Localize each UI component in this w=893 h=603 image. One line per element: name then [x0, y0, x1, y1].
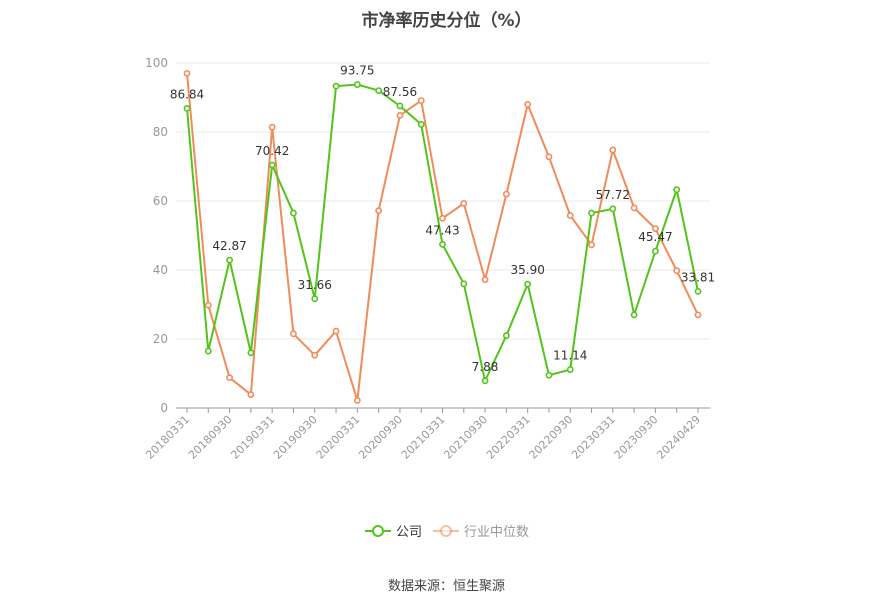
data-point [481, 276, 489, 284]
data-point [545, 153, 553, 161]
data-point [694, 287, 702, 295]
data-label: 86.84 [170, 87, 204, 101]
y-tick-label: 20 [153, 332, 168, 346]
data-point [247, 349, 255, 357]
x-tick-label: 20180930 [186, 413, 235, 462]
data-point [226, 374, 233, 382]
data-label: 47.43 [425, 223, 459, 237]
data-point [311, 295, 319, 303]
data-point [268, 123, 276, 131]
data-point [609, 205, 617, 213]
legend-marker [440, 525, 452, 537]
legend: 公司 行业中位数 [365, 525, 529, 540]
data-point [204, 301, 212, 309]
data-label: 57.72 [596, 188, 630, 202]
data-label: 42.87 [212, 239, 246, 253]
y-axis-ticks: 0 20 40 60 80 100 [145, 56, 168, 415]
data-point [353, 81, 361, 88]
data-point [439, 214, 446, 222]
data-point [524, 280, 532, 288]
x-tick-label: 20240429 [654, 413, 703, 462]
data-point [460, 200, 468, 207]
x-axis: 2018033120180930201903312019093020200331… [143, 407, 710, 462]
data-point [630, 204, 638, 212]
data-point [290, 209, 297, 217]
data-point [332, 327, 340, 335]
data-labels: 86.84 42.87 70.42 31.66 93.75 87.56 47.43 7.88 3… [170, 64, 715, 374]
x-tick-label: 20180331 [143, 413, 192, 462]
data-point [417, 97, 425, 105]
data-point [439, 240, 446, 248]
x-tick-label: 20220331 [484, 413, 533, 462]
legend-label: 公司 [396, 525, 422, 540]
data-label: 31.66 [298, 278, 332, 292]
data-point [588, 209, 595, 217]
data-point [545, 371, 553, 379]
data-point [332, 82, 340, 90]
data-point [396, 102, 404, 110]
data-point [673, 186, 681, 194]
data-point [524, 101, 532, 108]
data-point [588, 241, 595, 249]
data-point [183, 105, 191, 112]
x-tick-label: 20190930 [271, 413, 320, 462]
data-label: 33.81 [681, 270, 715, 284]
data-label: 87.56 [383, 85, 417, 99]
y-tick-label: 0 [160, 401, 168, 415]
data-point [417, 121, 425, 128]
y-tick-label: 80 [153, 125, 168, 139]
data-label: 45.47 [638, 230, 672, 244]
data-label: 11.14 [553, 349, 587, 363]
data-point [290, 330, 297, 338]
grid-lines [176, 62, 710, 340]
data-point [396, 112, 404, 119]
x-tick-label: 20200331 [314, 413, 363, 462]
data-point [226, 256, 233, 264]
x-tick-label: 20210930 [441, 413, 490, 462]
data-point [460, 280, 468, 288]
data-label: 93.75 [340, 64, 374, 78]
series-points [183, 69, 702, 404]
data-point [652, 247, 659, 255]
x-tick-label: 20230930 [612, 413, 661, 462]
data-point [375, 87, 383, 94]
data-point [502, 332, 510, 339]
data-point [673, 267, 681, 275]
data-point [566, 212, 574, 219]
data-label: 7.88 [472, 360, 499, 374]
data-point [502, 190, 510, 198]
data-point [311, 351, 319, 359]
data-point [694, 311, 702, 319]
x-tick-label: 20220930 [527, 413, 576, 462]
x-tick-label: 20210331 [399, 413, 448, 462]
data-point [247, 391, 255, 398]
data-point [353, 397, 361, 404]
x-tick-label: 20190331 [228, 413, 277, 462]
data-point [630, 311, 638, 319]
data-source: 数据来源：恒生聚源 [387, 579, 505, 594]
y-tick-label: 100 [145, 56, 168, 70]
data-point [268, 161, 276, 169]
y-tick-label: 60 [153, 194, 168, 208]
data-point [481, 377, 489, 385]
legend-marker [372, 525, 384, 537]
chart-title: 市净率历史分位（%） [361, 11, 532, 31]
data-point [566, 366, 574, 373]
x-tick-label: 20200930 [356, 413, 405, 462]
data-point [204, 347, 212, 355]
x-tick-label: 20230331 [569, 413, 618, 462]
data-point [183, 69, 191, 77]
data-label: 35.90 [510, 263, 544, 277]
y-tick-label: 40 [153, 263, 168, 277]
data-point [609, 146, 617, 154]
data-point [652, 225, 659, 232]
legend-label: 行业中位数 [464, 525, 529, 540]
data-label: 70.42 [255, 144, 289, 158]
data-point [375, 207, 383, 215]
